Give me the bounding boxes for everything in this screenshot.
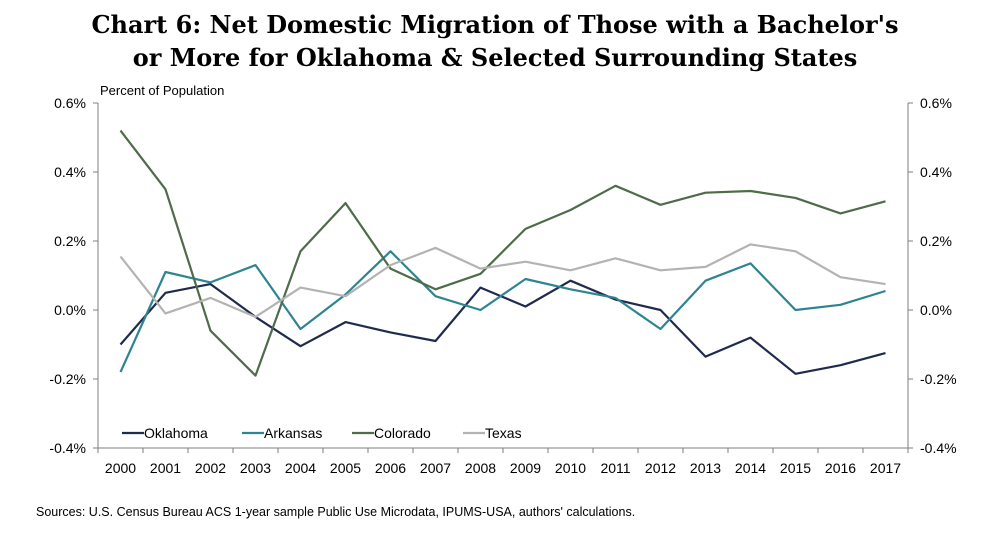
y-tick-label-right: -0.4% [920,440,957,456]
legend-label-colorado: Colorado [374,425,431,441]
x-tick-label: 2004 [285,460,316,476]
x-tick-label: 2014 [735,460,766,476]
y-tick-label-left: 0.6% [54,95,86,111]
legend-label-oklahoma: Oklahoma [144,425,208,441]
series-line-oklahoma [119,279,886,375]
y-tick-label-left: 0.4% [54,164,86,180]
axes: 0.6% 0.6% 0.4% 0.4% 0.2% 0.2% 0.0% 0.0% -0.2% -0.… [49,95,956,476]
x-tick-label: 2002 [195,460,226,476]
x-tick-label: 2011 [600,460,630,476]
x-tick-label: 2012 [645,460,676,476]
y-axis-unit-label: Percent of Population [100,83,224,98]
y-tick-label-right: 0.0% [920,302,952,318]
x-tick-label: 2005 [330,460,361,476]
series-layer [119,129,886,377]
chart-title: Chart 6: Net Domestic Migration of Those… [0,8,990,74]
chart-title-line-1: Chart 6: Net Domestic Migration of Those… [91,10,899,39]
x-tick-label: 2010 [555,460,586,476]
legend-label-arkansas: Arkansas [264,425,322,441]
x-tick-label: 2013 [690,460,721,476]
x-tick-label: 2017 [870,460,901,476]
y-tick-label-right: -0.2% [920,371,957,387]
y-tick-label-left: -0.4% [49,440,86,456]
y-tick-label-left: -0.2% [49,371,86,387]
series-line-texas [119,243,886,318]
source-note: Sources: U.S. Census Bureau ACS 1-year s… [36,505,636,519]
y-tick-label-right: 0.6% [920,95,952,111]
x-tick-label: 2007 [420,460,451,476]
x-tick-label: 2016 [825,460,856,476]
y-tick-label-left: 0.2% [54,233,86,249]
series-line-colorado [119,129,886,377]
y-tick-label-right: 0.2% [920,233,952,249]
x-tick-label: 2015 [780,460,811,476]
x-tick-label: 2008 [465,460,496,476]
legend-label-texas: Texas [485,425,522,441]
legend: Oklahoma Arkansas Colorado Texas [122,425,522,441]
x-tick-label: 2009 [510,460,541,476]
x-tick-label: 2006 [375,460,406,476]
y-tick-label-left: 0.0% [54,302,86,318]
chart-title-line-2: or More for Oklahoma & Selected Surround… [132,43,858,72]
series-line-arkansas [119,250,886,373]
y-tick-label-right: 0.4% [920,164,952,180]
x-tick-label: 2001 [150,460,181,476]
x-tick-label: 2000 [105,460,136,476]
x-tick-label: 2003 [240,460,271,476]
